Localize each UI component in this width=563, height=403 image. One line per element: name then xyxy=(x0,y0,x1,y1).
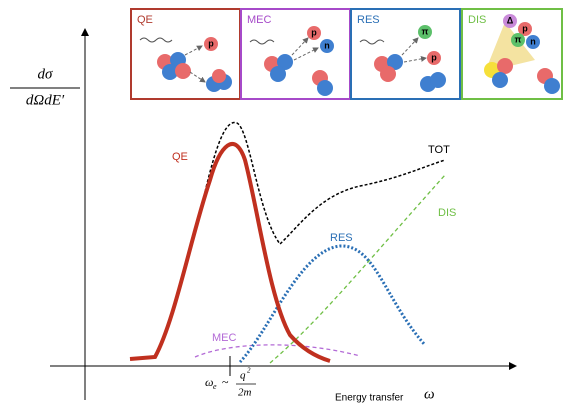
particle-label: n xyxy=(324,40,330,50)
particle-label: p xyxy=(431,52,437,62)
panel-qe: QE p xyxy=(131,9,240,99)
panel-label: MEC xyxy=(247,14,272,26)
qe-curve xyxy=(130,144,330,361)
particle-label: p xyxy=(311,27,317,37)
tot-curve xyxy=(205,122,445,244)
numerator: q xyxy=(240,370,246,382)
particle-label: π xyxy=(515,34,522,44)
particle-label: Δ xyxy=(507,15,514,25)
x-axis-title: Energy transfer xyxy=(335,393,404,403)
subscript: e xyxy=(213,382,217,391)
panel-label: QE xyxy=(137,14,153,26)
nucleon xyxy=(175,63,191,79)
x-axis-symbol: ω xyxy=(424,386,435,402)
panel-label: DIS xyxy=(468,14,486,26)
diagram: QE p MEC p n RES π p DIS xyxy=(0,0,563,403)
nucleon xyxy=(380,66,396,82)
panel-mec: MEC p n xyxy=(241,9,350,99)
curve-label: MEC xyxy=(212,332,237,344)
curve-label: QE xyxy=(172,151,188,163)
y-label-denominator: dΩdE′ xyxy=(26,92,65,108)
nucleon xyxy=(270,66,286,82)
particle-label: p xyxy=(208,38,214,48)
relation: ~ xyxy=(222,375,229,389)
denominator: 2m xyxy=(238,387,252,399)
y-label-numerator: dσ xyxy=(38,66,54,82)
panel-dis: DIS Δ p π n xyxy=(462,9,562,99)
particle-label: n xyxy=(530,36,536,46)
mec-curve xyxy=(195,345,360,357)
curve-label: TOT xyxy=(428,144,450,156)
nucleon xyxy=(430,72,446,88)
nucleon xyxy=(317,80,333,96)
curve-label: DIS xyxy=(438,207,456,219)
panel-label: RES xyxy=(357,14,380,26)
nucleon xyxy=(492,72,508,88)
nucleon xyxy=(497,58,513,74)
particle-label: p xyxy=(522,23,528,33)
particle-label: π xyxy=(422,26,429,36)
nucleon xyxy=(544,78,560,94)
nucleon xyxy=(212,69,226,83)
panel-res: RES π p xyxy=(351,9,460,99)
dis-curve xyxy=(270,175,445,363)
exponent: 2 xyxy=(247,367,251,375)
curve-label: RES xyxy=(330,232,353,244)
